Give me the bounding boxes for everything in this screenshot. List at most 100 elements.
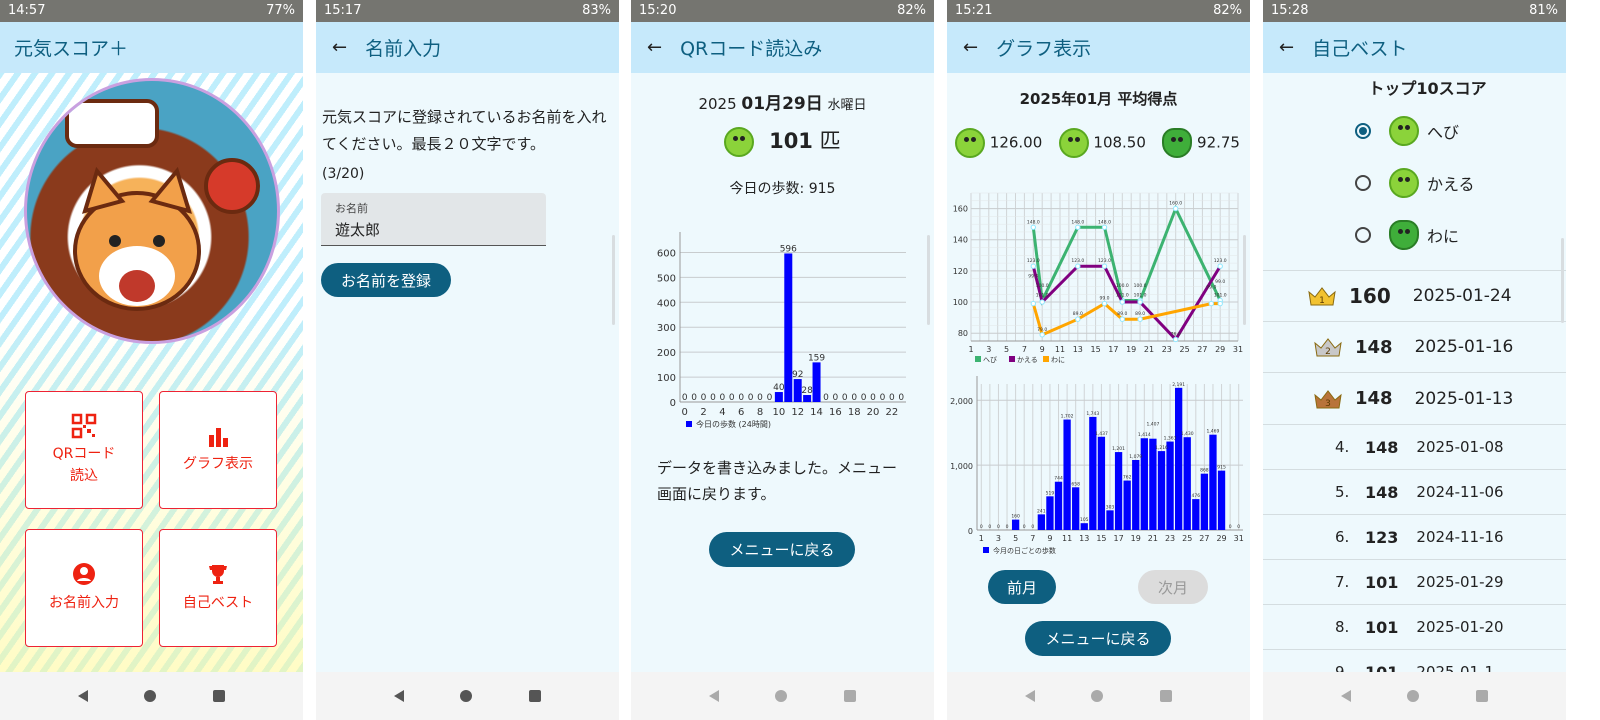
scrollbar[interactable] — [927, 235, 930, 325]
bar-value-label: 1,407 — [1146, 422, 1159, 428]
bar-value-label: 1,469 — [1207, 429, 1220, 435]
nav-recents-button[interactable] — [212, 690, 225, 702]
status-time: 14:57 — [8, 3, 46, 18]
average-kaeru-score: 108.50 — [1093, 133, 1146, 152]
data-point-label: 101.0 — [1116, 292, 1129, 298]
y-tick-label: 300 — [657, 323, 676, 334]
prev-month-button[interactable]: 前月 — [988, 570, 1056, 604]
x-tick-label: 16 — [829, 407, 842, 418]
ranking-row: 3 148 2025-01-13 — [1263, 373, 1566, 425]
rank-score: 148 — [1355, 388, 1393, 409]
radio-button[interactable] — [1355, 175, 1371, 191]
qr-read-button[interactable]: QRコード 読込 — [25, 391, 143, 509]
scrollbar[interactable] — [1243, 235, 1246, 325]
bar — [1037, 514, 1046, 530]
crown-icon: 2 — [1313, 337, 1343, 357]
data-point — [1173, 336, 1179, 343]
date-weekday: 水曜日 — [827, 98, 867, 113]
radio-button[interactable] — [1355, 227, 1371, 243]
back-arrow-icon[interactable]: ← — [647, 37, 663, 58]
nav-back-button[interactable] — [709, 690, 720, 702]
app-bar: ← 自己ベスト — [1263, 22, 1566, 73]
top10-heading: トップ10スコア — [1368, 79, 1487, 98]
screen-name-input: 15:17 83% ← 名前入力 元気スコアに登録されているお名前を入れてください。… — [316, 0, 619, 720]
rank-number: 7. — [1335, 573, 1350, 591]
animal-option[interactable]: わに — [1355, 219, 1459, 251]
data-point-label: 148.0 — [1098, 219, 1111, 225]
personal-best-button[interactable]: 自己ベスト — [159, 529, 277, 647]
bar-value-label: 0 — [767, 393, 773, 403]
count-unit: 匹 — [819, 129, 841, 153]
bar — [1097, 436, 1106, 530]
legend-swatch — [686, 421, 692, 427]
back-arrow-icon[interactable]: ← — [1279, 37, 1295, 58]
back-arrow-icon[interactable]: ← — [332, 37, 348, 58]
nav-home-button[interactable] — [460, 690, 473, 702]
nav-home-button[interactable] — [1091, 690, 1104, 702]
x-tick-label: 11 — [1062, 534, 1072, 543]
nav-home-button[interactable] — [144, 690, 157, 702]
animal-option[interactable]: かえる — [1355, 167, 1475, 199]
radio-button[interactable] — [1355, 123, 1371, 139]
scrollbar[interactable] — [1561, 238, 1564, 323]
register-name-button[interactable]: お名前を登録 — [321, 263, 451, 297]
x-tick-label: 3 — [986, 345, 991, 354]
nav-home-button[interactable] — [1407, 690, 1420, 702]
back-arrow-icon[interactable]: ← — [963, 37, 979, 58]
nav-recents-button[interactable] — [843, 690, 856, 702]
nav-recents-button[interactable] — [528, 690, 541, 702]
data-point — [1030, 224, 1037, 230]
bar — [1046, 496, 1054, 530]
name-input-button[interactable]: お名前入力 — [25, 529, 143, 647]
bar-chart-icon — [209, 428, 228, 447]
data-point-label: 99.0 — [1206, 285, 1216, 291]
next-month-button[interactable]: 次月 — [1138, 570, 1208, 604]
x-tick-label: 8 — [757, 407, 763, 418]
bar-value-label: 0 — [748, 393, 754, 403]
data-point-label: 123.0 — [1214, 258, 1227, 264]
nav-back-button[interactable] — [1025, 690, 1036, 702]
screen-qr-read: 15:20 82% ← QRコード読込み 2025 01月29日 水曜日 101 匹… — [631, 0, 934, 720]
nav-back-button[interactable] — [394, 690, 405, 702]
ranking-row: 1 160 2025-01-24 — [1263, 271, 1566, 322]
bar — [1054, 481, 1063, 530]
back-to-menu-button[interactable]: メニューに戻る — [1025, 621, 1171, 656]
graph-view-button[interactable]: グラフ表示 — [159, 391, 277, 509]
legend-swatch — [1043, 356, 1049, 362]
x-tick-label: 10 — [773, 407, 786, 418]
nav-recents-button[interactable] — [1475, 690, 1488, 702]
status-time: 15:20 — [639, 3, 677, 18]
rank-number: 5. — [1335, 483, 1350, 501]
data-point — [1173, 205, 1179, 212]
nav-home-button[interactable] — [775, 690, 788, 702]
bar — [1080, 523, 1088, 530]
back-to-menu-button[interactable]: メニューに戻る — [709, 532, 855, 567]
scrollbar[interactable] — [612, 235, 615, 325]
data-point-label: 100.0 — [1134, 283, 1147, 289]
bar — [1174, 387, 1183, 530]
rank-date: 2025-01-08 — [1416, 438, 1504, 456]
series-line-1 — [1031, 264, 1222, 342]
nav-back-button[interactable] — [78, 690, 89, 702]
data-point — [1030, 300, 1037, 307]
data-point — [1030, 263, 1037, 269]
bar-value-label: 1,201 — [1112, 446, 1125, 452]
crown-icon: 3 — [1313, 389, 1343, 409]
x-tick-label: 23 — [1162, 345, 1172, 354]
legend-swatch — [983, 547, 989, 553]
bar-value-label: 0 — [1006, 524, 1009, 530]
nav-recents-button[interactable] — [1159, 690, 1172, 702]
legend-label: へび — [983, 356, 997, 364]
name-field[interactable]: お名前 遊太郎 — [321, 193, 546, 246]
bar — [1114, 452, 1123, 530]
nav-back-button[interactable] — [1341, 690, 1352, 702]
rank-score: 101 — [1365, 617, 1399, 637]
bar-value-label: 1,216 — [1155, 445, 1168, 451]
rank-date: 2024-11-16 — [1416, 528, 1504, 546]
data-point-label: 160.0 — [1169, 201, 1182, 207]
name-field-value[interactable]: 遊太郎 — [335, 221, 381, 239]
animal-option[interactable]: へび — [1355, 115, 1459, 147]
system-nav-bar — [631, 672, 934, 720]
average-scores: 126.00 108.50 92.75 — [955, 128, 1250, 158]
